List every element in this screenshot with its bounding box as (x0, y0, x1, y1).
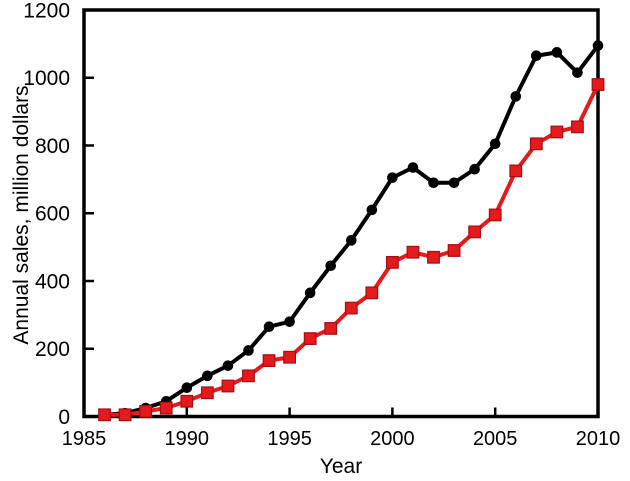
y-axis-tick-label: 400 (35, 270, 70, 293)
black-circle-series-marker (345, 235, 357, 246)
red-square-series-marker (200, 386, 214, 400)
y-axis-tick-label: 0 (58, 406, 70, 429)
red-square-series-marker (591, 78, 605, 91)
x-axis-title: Year (319, 455, 363, 478)
red-square-series-marker (283, 350, 296, 364)
y-axis-tick-label: 200 (35, 338, 70, 361)
red-square-series-marker (509, 164, 523, 178)
black-circle-series-marker (387, 172, 398, 183)
red-square-series-marker (406, 245, 420, 259)
red-square-series-marker (550, 125, 564, 139)
red-square-series-marker (262, 354, 276, 368)
black-circle-series-marker (531, 50, 542, 62)
black-circle-series-marker (469, 163, 480, 175)
red-square-series-marker (324, 322, 338, 335)
red-square-series-line (102, 82, 600, 417)
red-square-series-marker (344, 301, 358, 315)
black-circle-series-marker (407, 162, 419, 173)
black-circle-series-marker (366, 204, 378, 216)
y-axis-tick-label: 1000 (23, 67, 70, 90)
black-circle-series-marker (222, 360, 234, 371)
black-circle-series-marker (304, 287, 316, 299)
black-circle-series-marker (510, 91, 522, 102)
red-square-series-marker (386, 255, 399, 269)
red-square-series-marker (118, 408, 132, 422)
black-circle-series-marker (284, 316, 295, 327)
x-axis-tick-label: 1985 (62, 428, 107, 450)
red-square-series-marker (180, 394, 194, 408)
red-square-series-marker (468, 225, 482, 239)
x-axis-tick-label: 1990 (165, 428, 210, 450)
black-circle-series-line (102, 43, 600, 417)
black-circle-series-marker (428, 177, 439, 189)
black-circle-series-marker (551, 47, 563, 58)
black-circle-series-marker (448, 177, 460, 189)
black-circle-series-marker (181, 382, 193, 394)
black-circle-series-marker (592, 40, 604, 51)
red-square-series-marker (242, 369, 255, 383)
black-circle-series-marker (263, 321, 275, 333)
black-circle-series-marker (202, 370, 213, 382)
red-square-series-marker (139, 405, 153, 418)
red-square-series-marker (98, 408, 111, 422)
black-circle-series-marker (243, 345, 254, 356)
x-axis-tick-label: 1995 (267, 428, 312, 450)
x-axis-tick-label: 2000 (370, 428, 415, 450)
black-circle-series-marker (325, 260, 337, 272)
black-circle-series-marker (489, 138, 501, 150)
x-axis-tick-label: 2005 (473, 428, 518, 450)
red-square-series-marker (303, 332, 317, 345)
red-square-series-marker (529, 137, 543, 151)
red-square-series-marker (159, 401, 173, 415)
y-axis-tick-label: 800 (35, 135, 70, 158)
x-axis-tick-label: 2010 (576, 428, 621, 450)
red-square-series-marker (221, 379, 235, 393)
red-square-series-marker (571, 120, 584, 134)
y-axis-tick-label: 600 (35, 203, 70, 226)
black-circle-series-marker (572, 67, 583, 78)
y-axis-title: Annual sales, million dollars (10, 85, 33, 345)
y-axis-tick-label: 1200 (23, 0, 70, 22)
plot-frame (82, 8, 600, 419)
red-square-series-marker (447, 244, 461, 257)
red-square-series-marker (488, 208, 502, 222)
red-square-series-marker (427, 250, 440, 264)
red-square-series-marker (365, 286, 379, 300)
